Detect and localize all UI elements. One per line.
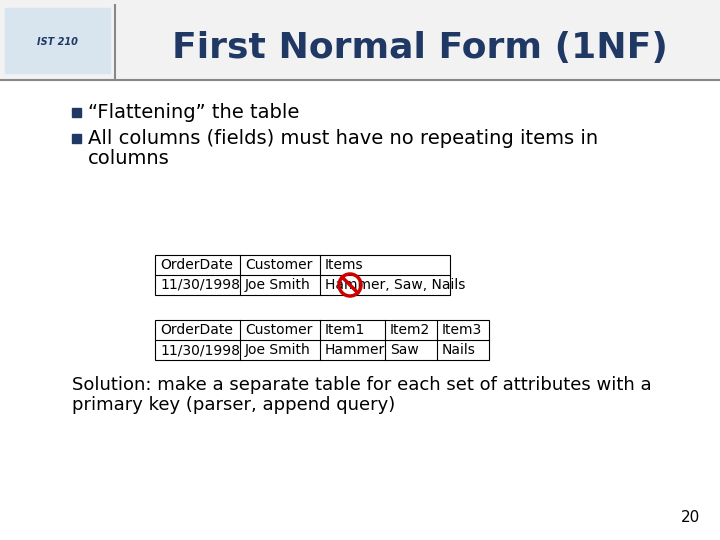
Text: Item3: Item3	[442, 323, 482, 337]
Text: Hammer: Hammer	[325, 343, 385, 357]
Text: First Normal Form (1NF): First Normal Form (1NF)	[172, 31, 668, 65]
Text: Item2: Item2	[390, 323, 431, 337]
Bar	[0, 0, 720, 80]
Text: IST 210: IST 210	[37, 37, 78, 47]
Text: Hammer, Saw, Nails: Hammer, Saw, Nails	[325, 278, 465, 292]
Text: 11/30/1998: 11/30/1998	[160, 343, 240, 357]
Text: Customer: Customer	[245, 258, 312, 272]
Bar	[72, 107, 81, 117]
Bar	[72, 133, 81, 143]
Text: All columns (fields) must have no repeating items in: All columns (fields) must have no repeat…	[88, 129, 598, 147]
Text: Joe Smith: Joe Smith	[245, 343, 311, 357]
Text: Items: Items	[325, 258, 364, 272]
Text: 11/30/1998: 11/30/1998	[160, 278, 240, 292]
Text: 20: 20	[680, 510, 700, 525]
Text: Customer: Customer	[245, 323, 312, 337]
Text: columns: columns	[88, 148, 170, 167]
Text: primary key (parser, append query): primary key (parser, append query)	[72, 396, 395, 414]
Text: Saw: Saw	[390, 343, 419, 357]
Text: OrderDate: OrderDate	[160, 323, 233, 337]
Bar	[155, 255, 450, 295]
Text: Solution: make a separate table for each set of attributes with a: Solution: make a separate table for each…	[72, 376, 652, 394]
Text: Nails: Nails	[442, 343, 476, 357]
Text: Item1: Item1	[325, 323, 365, 337]
Text: Joe Smith: Joe Smith	[245, 278, 311, 292]
Bar	[155, 320, 489, 360]
Text: “Flattening” the table: “Flattening” the table	[88, 103, 300, 122]
Bar	[5, 8, 110, 73]
Text: OrderDate: OrderDate	[160, 258, 233, 272]
